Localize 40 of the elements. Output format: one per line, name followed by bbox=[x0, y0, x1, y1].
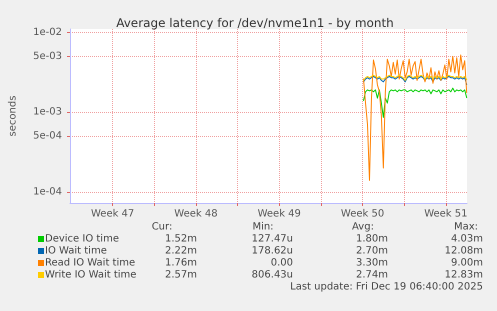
legend-label: Device IO time bbox=[45, 234, 119, 244]
text: 1.80m bbox=[356, 234, 388, 244]
line-series bbox=[363, 76, 468, 86]
x-tick-label: Week 51 bbox=[424, 208, 468, 220]
text: 2.70m bbox=[356, 246, 388, 256]
x-tick-label: Week 48 bbox=[174, 208, 218, 220]
legend-label: IO Wait time bbox=[45, 246, 107, 256]
text: Cur: bbox=[152, 222, 172, 232]
text: Max: bbox=[454, 222, 478, 232]
text: 127.47u bbox=[252, 234, 293, 244]
text: 4.03m bbox=[450, 234, 483, 244]
text: 2.57m bbox=[164, 270, 197, 280]
text: Min: bbox=[252, 222, 274, 232]
text: 9.00m bbox=[450, 258, 483, 268]
x-tick-label: Week 49 bbox=[258, 208, 301, 220]
text: 12.83m bbox=[444, 270, 483, 280]
line-series bbox=[363, 88, 468, 118]
y-tick-label: 1e-02 bbox=[33, 26, 62, 38]
text: 806.43u bbox=[252, 270, 293, 280]
chart-title: Average latency for /dev/nvme1n1 - by month bbox=[116, 16, 394, 30]
text: 0.00 bbox=[270, 258, 293, 268]
legend-label: Read IO Wait time bbox=[45, 258, 136, 268]
text: 2.22m bbox=[164, 246, 197, 256]
y-tick-label: 1e-04 bbox=[33, 186, 62, 198]
y-tick-label: 1e-03 bbox=[33, 106, 62, 118]
text: 3.30m bbox=[356, 258, 388, 268]
text: Avg: bbox=[352, 222, 374, 232]
x-tick-label: Week 50 bbox=[340, 208, 384, 220]
y-tick-label: 5e-03 bbox=[33, 50, 62, 62]
y-tick-label: 5e-04 bbox=[33, 130, 62, 142]
text: 12.08m bbox=[444, 246, 483, 256]
line-series bbox=[363, 54, 468, 181]
text: 178.62u bbox=[252, 246, 293, 256]
legend-label: Write IO Wait time bbox=[45, 270, 136, 280]
text: 1.52m bbox=[164, 234, 197, 244]
text: 2.74m bbox=[356, 270, 388, 280]
x-tick-label: Week 47 bbox=[90, 208, 134, 220]
y-axis-title: seconds bbox=[8, 96, 18, 136]
text: Last update: Fri Dec 19 06:40:00 2025 bbox=[290, 282, 483, 292]
text: 1.76m bbox=[164, 258, 197, 268]
